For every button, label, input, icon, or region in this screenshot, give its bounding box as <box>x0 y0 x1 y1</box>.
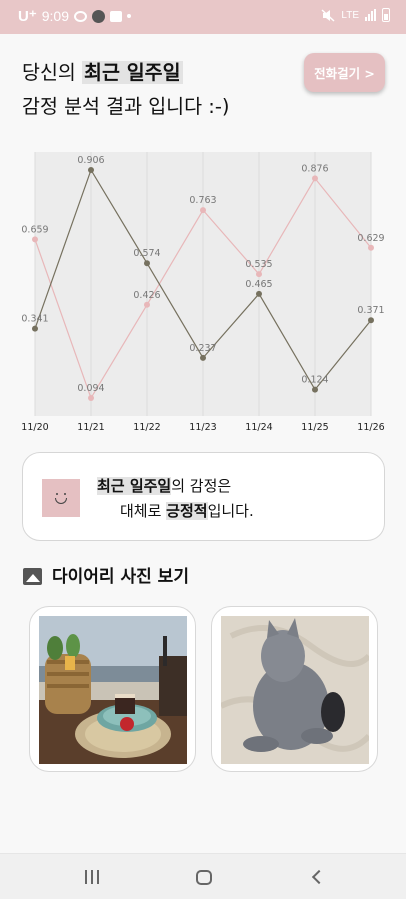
data-point-pink <box>368 244 374 251</box>
x-tick-label: 11/23 <box>189 422 216 433</box>
summary-highlight-period: 최근 일주일 <box>97 477 172 495</box>
x-tick-label: 11/25 <box>301 422 328 433</box>
summary-text1: 의 감정은 <box>171 477 232 495</box>
clock: 9:09 <box>41 8 69 24</box>
data-point-gray <box>200 354 206 361</box>
network-type-label: LTE <box>341 9 359 21</box>
mute-icon <box>321 8 335 22</box>
bag-icon <box>110 10 122 22</box>
smile-face-icon <box>42 479 80 517</box>
page-title: 당신의 최근 일주일 감정 분석 결과 입니다 :-) <box>22 56 229 124</box>
data-label-pink: 0.876 <box>301 163 328 174</box>
data-label-pink: 0.629 <box>357 233 384 244</box>
x-tick-label: 11/21 <box>77 422 104 433</box>
data-point-pink <box>88 395 94 402</box>
beach-table-photo[interactable] <box>39 616 187 764</box>
dark-circle-icon <box>92 9 105 23</box>
data-point-pink <box>200 207 206 214</box>
data-label-gray: 0.371 <box>357 305 384 316</box>
x-tick-label: 11/24 <box>245 422 272 433</box>
home-icon[interactable] <box>189 864 219 890</box>
data-point-pink <box>32 236 38 243</box>
title-highlight: 최근 일주일 <box>82 61 183 84</box>
summary-text2-suffix: 입니다. <box>207 502 254 520</box>
emotion-line-chart: 11/20 11/21 11/22 11/23 11/24 11/25 11/26 0.659… <box>21 152 385 433</box>
call-button[interactable]: 전화걸기 > <box>304 53 385 92</box>
battery-icon <box>382 8 390 22</box>
data-label-gray: 0.906 <box>77 155 104 166</box>
data-point-gray <box>88 166 94 173</box>
title-prefix: 당신의 <box>22 61 83 84</box>
signal-icon <box>365 9 376 21</box>
data-point-gray <box>368 317 374 324</box>
data-point-pink <box>144 301 150 308</box>
back-icon[interactable] <box>302 864 332 890</box>
recents-icon[interactable] <box>77 864 107 890</box>
cat-photo[interactable] <box>221 616 369 764</box>
summary-card: 최근 일주일의 감정은 대체로 긍정적입니다. <box>22 452 385 541</box>
diary-photo-card[interactable] <box>29 606 196 772</box>
data-label-pink: 0.094 <box>77 383 104 394</box>
summary-text2-prefix: 대체로 <box>120 502 167 520</box>
diary-photo-card[interactable] <box>211 606 378 772</box>
data-point-pink <box>312 175 318 182</box>
diary-section-title: 다이어리 사진 보기 <box>52 567 189 587</box>
data-label-pink: 0.535 <box>245 259 272 270</box>
data-point-pink <box>256 271 262 278</box>
x-tick-label: 11/20 <box>21 422 48 433</box>
data-label-gray: 0.465 <box>245 279 272 290</box>
chat-bubble-icon <box>74 10 87 22</box>
data-point-gray <box>312 386 318 393</box>
summary-line2: 대체로 긍정적입니다. <box>120 500 254 522</box>
summary-line1: 최근 일주일의 감정은 <box>97 475 231 497</box>
data-label-gray: 0.124 <box>301 375 328 386</box>
data-label-pink: 0.426 <box>133 290 160 301</box>
data-label-gray: 0.237 <box>189 343 216 354</box>
x-tick-label: 11/26 <box>357 422 384 433</box>
data-label-gray: 0.341 <box>21 314 48 325</box>
x-tick-label: 11/22 <box>133 422 160 433</box>
dot-icon <box>127 14 131 18</box>
image-icon <box>23 568 42 585</box>
title-line2: 감정 분석 결과 입니다 :-) <box>22 95 230 118</box>
data-point-gray <box>144 260 150 267</box>
status-bar: U⁺ 9:09 LTE <box>0 0 406 34</box>
data-label-gray: 0.574 <box>133 248 160 259</box>
data-label-pink: 0.659 <box>21 224 48 235</box>
data-point-gray <box>256 290 262 297</box>
data-point-gray <box>32 325 38 332</box>
summary-highlight-sentiment: 긍정적 <box>166 502 208 520</box>
system-nav-bar <box>0 853 406 899</box>
carrier-label: U⁺ <box>18 8 37 25</box>
data-label-pink: 0.763 <box>189 195 216 206</box>
